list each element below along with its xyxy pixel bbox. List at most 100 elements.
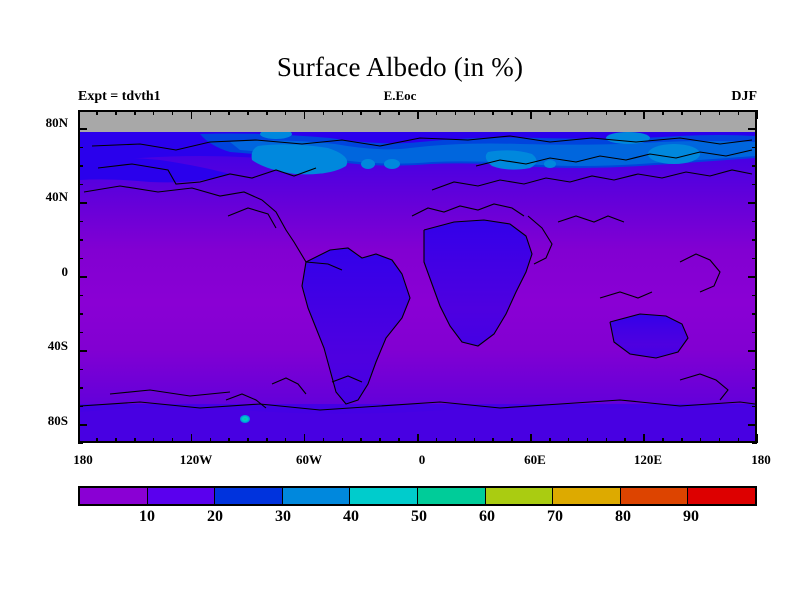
ytick-minor [78,165,83,167]
arctic-patch-c [544,160,556,168]
map-plot-area [78,110,757,443]
antarctica-interior-field [80,406,755,441]
xtick-major [530,110,532,119]
xtick-minor [492,438,494,443]
xtick-minor [718,438,721,443]
xtick-minor [549,110,551,115]
xtick-minor [152,438,155,443]
xtick-minor [737,110,740,115]
colorbar-tick-label: 70 [547,508,563,525]
xtick-minor [360,110,362,115]
xtick-minor [586,110,589,115]
arctic-patch-b [384,159,400,169]
colorbar-segment [214,488,282,504]
xtick-label: 120W [179,452,213,467]
xtick-minor [605,438,608,443]
ytick-minor [78,294,83,296]
xtick-minor [134,438,136,443]
xtick-minor [322,438,325,443]
xtick-minor [171,110,174,115]
xtick-minor [209,438,212,443]
xtick-major [190,110,193,119]
ytick-minor [752,331,757,333]
xtick-minor [624,110,626,115]
xtick-minor [209,110,212,115]
xtick-minor [341,110,344,115]
australia-field [610,314,688,358]
ytick-minor [78,109,83,111]
xtick-minor [737,438,740,443]
xtick-minor [681,438,683,443]
ytick-major [748,350,757,352]
experiment-label: Expt = tdvth1 [78,89,161,104]
xtick-minor [228,438,230,443]
ytick-minor [752,239,757,241]
xtick-minor [115,438,117,443]
ytick-minor [78,257,83,259]
colorbar-segment [80,488,147,504]
xtick-minor [662,110,664,115]
xtick-major [417,110,419,119]
xtick-label: 0 [418,452,426,467]
ytick-label: 80N [45,115,68,130]
xtick-major [417,434,419,443]
ytick-minor [752,405,757,407]
xtick-minor [567,438,570,443]
xtick-minor [454,110,457,115]
xtick-major [77,434,79,443]
colorbar-segment [484,488,553,504]
xtick-label: 60W [296,452,322,467]
colorbar [78,486,757,506]
xtick-label: 60E [524,452,546,467]
xtick-minor [284,110,287,115]
xtick-minor [266,438,268,443]
colorbar-segment [552,488,620,504]
arctic-patch-a [361,159,375,169]
colorbar-segment [619,488,688,504]
xtick-minor [605,110,608,115]
colorbar-segment [416,488,485,504]
colorbar-tick-label: 50 [411,508,427,525]
xtick-label: 180 [73,452,93,467]
xtick-minor [699,438,702,443]
ytick-minor [752,109,757,111]
ytick-major [78,202,87,204]
xtick-minor [454,438,457,443]
ytick-major [78,276,87,278]
ytick-minor [752,442,757,444]
xtick-major [190,434,193,443]
xtick-minor [473,110,476,115]
africa-field [424,220,532,346]
xtick-minor [322,110,325,115]
xtick-minor [379,110,381,115]
colorbar-tick-label: 20 [207,508,223,525]
ytick-major [78,128,87,130]
figure-subtitle: E.Eoc [383,88,417,103]
xtick-major [303,434,306,443]
missing-data-band [80,112,755,132]
ytick-minor [78,220,83,222]
ytick-minor [78,146,83,148]
xtick-minor [511,110,513,115]
ytick-major [78,350,87,352]
xtick-label: 180 [751,452,771,467]
xtick-minor [284,438,287,443]
xtick-minor [699,110,702,115]
colorbar-segment [687,488,755,504]
ytick-minor [752,368,757,370]
ytick-label: 40S [47,338,68,353]
colorbar-tick-label: 80 [615,508,631,525]
ytick-major [748,128,757,130]
ytick-minor [752,313,757,315]
xtick-major [530,434,532,443]
xtick-minor [473,438,476,443]
xtick-minor [549,438,551,443]
colorbar-tick-label: 10 [139,508,155,525]
ytick-major [748,202,757,204]
colorbar-segment [281,488,350,504]
xtick-minor [266,110,268,115]
xtick-major [756,434,758,443]
xtick-minor [341,438,344,443]
ytick-minor [752,294,757,296]
colorbar-segment [146,488,215,504]
